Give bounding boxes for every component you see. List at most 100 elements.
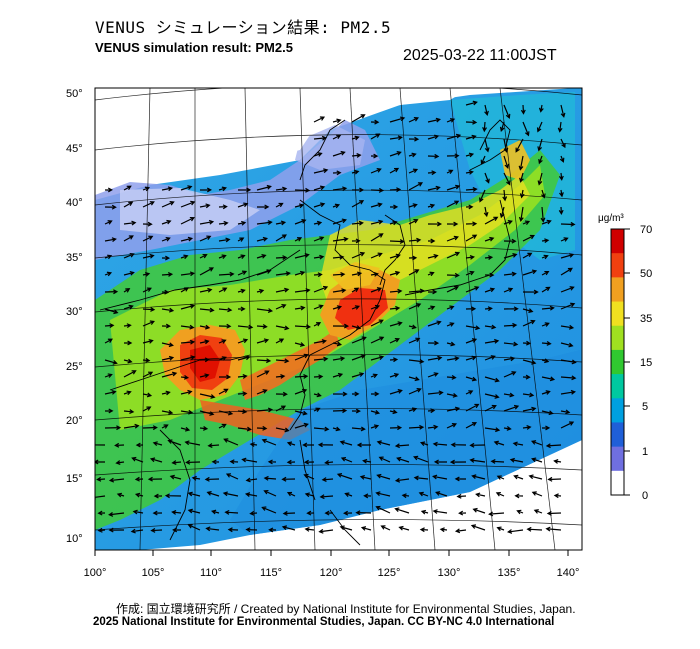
wind-arrow <box>446 200 460 208</box>
lon-label: 105° <box>142 567 165 579</box>
wind-arrow <box>465 234 478 242</box>
wind-arrow <box>503 341 519 347</box>
wind-arrow <box>370 373 378 379</box>
wind-arrow <box>465 390 474 395</box>
colorbar-band <box>611 325 624 351</box>
graticule <box>95 88 582 550</box>
wind-arrow <box>389 372 400 378</box>
wind-arrow <box>465 286 480 293</box>
wind-arrow <box>211 459 220 465</box>
wind-arrow <box>433 459 448 465</box>
wind-arrow <box>332 372 344 378</box>
wind-arrow <box>465 403 480 412</box>
wind-arrow <box>465 221 478 227</box>
wind-arrow <box>370 252 383 259</box>
wind-arrow <box>378 456 391 463</box>
lon-label: 125° <box>378 567 401 579</box>
wind-arrow <box>559 189 564 198</box>
wind-arrow <box>446 322 455 327</box>
wind-arrow <box>408 358 425 364</box>
wind-arrow <box>275 234 287 242</box>
wind-arrow <box>115 460 125 466</box>
wind-arrow <box>237 187 252 193</box>
wind-arrow <box>540 206 546 223</box>
wind-arrow <box>516 509 524 515</box>
wind-arrow <box>245 527 258 533</box>
wind-arrow <box>199 253 208 259</box>
colorbar: μg/m³ 70 50 35 15 5 1 0 <box>598 213 652 502</box>
wind-arrow <box>408 324 417 330</box>
wind-arrow <box>484 306 493 312</box>
wind-arrow <box>446 374 457 380</box>
wind-arrow <box>541 286 551 293</box>
wind-arrow <box>123 409 135 415</box>
wind-arrow <box>454 528 467 534</box>
wind-arrow <box>553 459 562 464</box>
colorbar-unit: μg/m³ <box>598 213 624 224</box>
wind-arrow <box>522 234 535 242</box>
wind-arrow <box>408 376 420 382</box>
wind-arrow <box>104 271 113 277</box>
wind-arrow <box>95 459 106 465</box>
wind-arrow <box>294 388 308 395</box>
wind-arrow <box>389 204 399 210</box>
wind-arrow <box>237 288 246 294</box>
wind-arrow <box>370 153 379 159</box>
wind-arrow <box>522 269 538 276</box>
wind-arrow <box>142 201 155 208</box>
wind-arrow <box>351 426 366 432</box>
wind-arrow <box>518 206 524 223</box>
wind-arrow <box>304 492 315 498</box>
wind-arrow <box>465 376 478 382</box>
lat-label: 20° <box>66 415 83 427</box>
wind-arrow <box>370 233 384 242</box>
wind-arrow <box>237 220 247 226</box>
wind-arrow <box>427 355 443 361</box>
wind-arrow <box>180 216 195 225</box>
wind-arrow <box>294 288 311 293</box>
wind-arrow <box>180 254 189 260</box>
wind-arrow <box>282 510 296 516</box>
lon-label: 110° <box>200 567 222 579</box>
wind-arrow <box>503 172 511 186</box>
wind-arrow <box>456 493 467 499</box>
wind-arrow <box>537 172 543 186</box>
wind-arrow <box>249 442 258 448</box>
wind-arrow <box>313 135 328 141</box>
wind-arrow <box>480 155 486 165</box>
wind-arrow <box>408 407 418 413</box>
wind-arrow <box>351 114 366 123</box>
title-japanese: VENUS シミュレーション結果: PM2.5 <box>95 18 392 37</box>
wind-arrow <box>237 355 251 361</box>
wind-arrow <box>484 324 497 330</box>
wind-arrow <box>522 308 534 314</box>
wind-arrow <box>142 235 154 242</box>
wind-arrow <box>503 238 517 244</box>
wind-arrow <box>427 117 441 123</box>
wind-arrow <box>351 372 365 378</box>
wind-arrow <box>484 393 500 399</box>
wind-arrow <box>104 254 113 260</box>
wind-arrow <box>503 220 513 225</box>
lon-label: 135° <box>498 567 521 579</box>
wind-arrow <box>413 475 429 481</box>
wind-arrow <box>256 288 265 294</box>
wind-arrow <box>370 168 382 174</box>
wind-arrow <box>180 200 196 208</box>
wind-arrow <box>275 325 290 331</box>
wind-arrow <box>343 510 353 516</box>
wind-arrow <box>218 423 227 429</box>
wind-arrow <box>104 338 113 344</box>
wind-arrow <box>427 253 439 259</box>
wind-arrow <box>286 441 296 447</box>
wind-arrow <box>419 441 429 447</box>
wind-arrow <box>427 390 444 396</box>
wind-arrow <box>205 526 220 532</box>
wind-arrow <box>408 388 422 395</box>
wind-arrow <box>496 526 505 532</box>
wind-arrow <box>332 271 346 277</box>
wind-arrow <box>547 476 562 482</box>
wind-arrow <box>161 186 174 192</box>
wind-arrow <box>104 308 119 315</box>
wind-arrow <box>218 186 227 192</box>
